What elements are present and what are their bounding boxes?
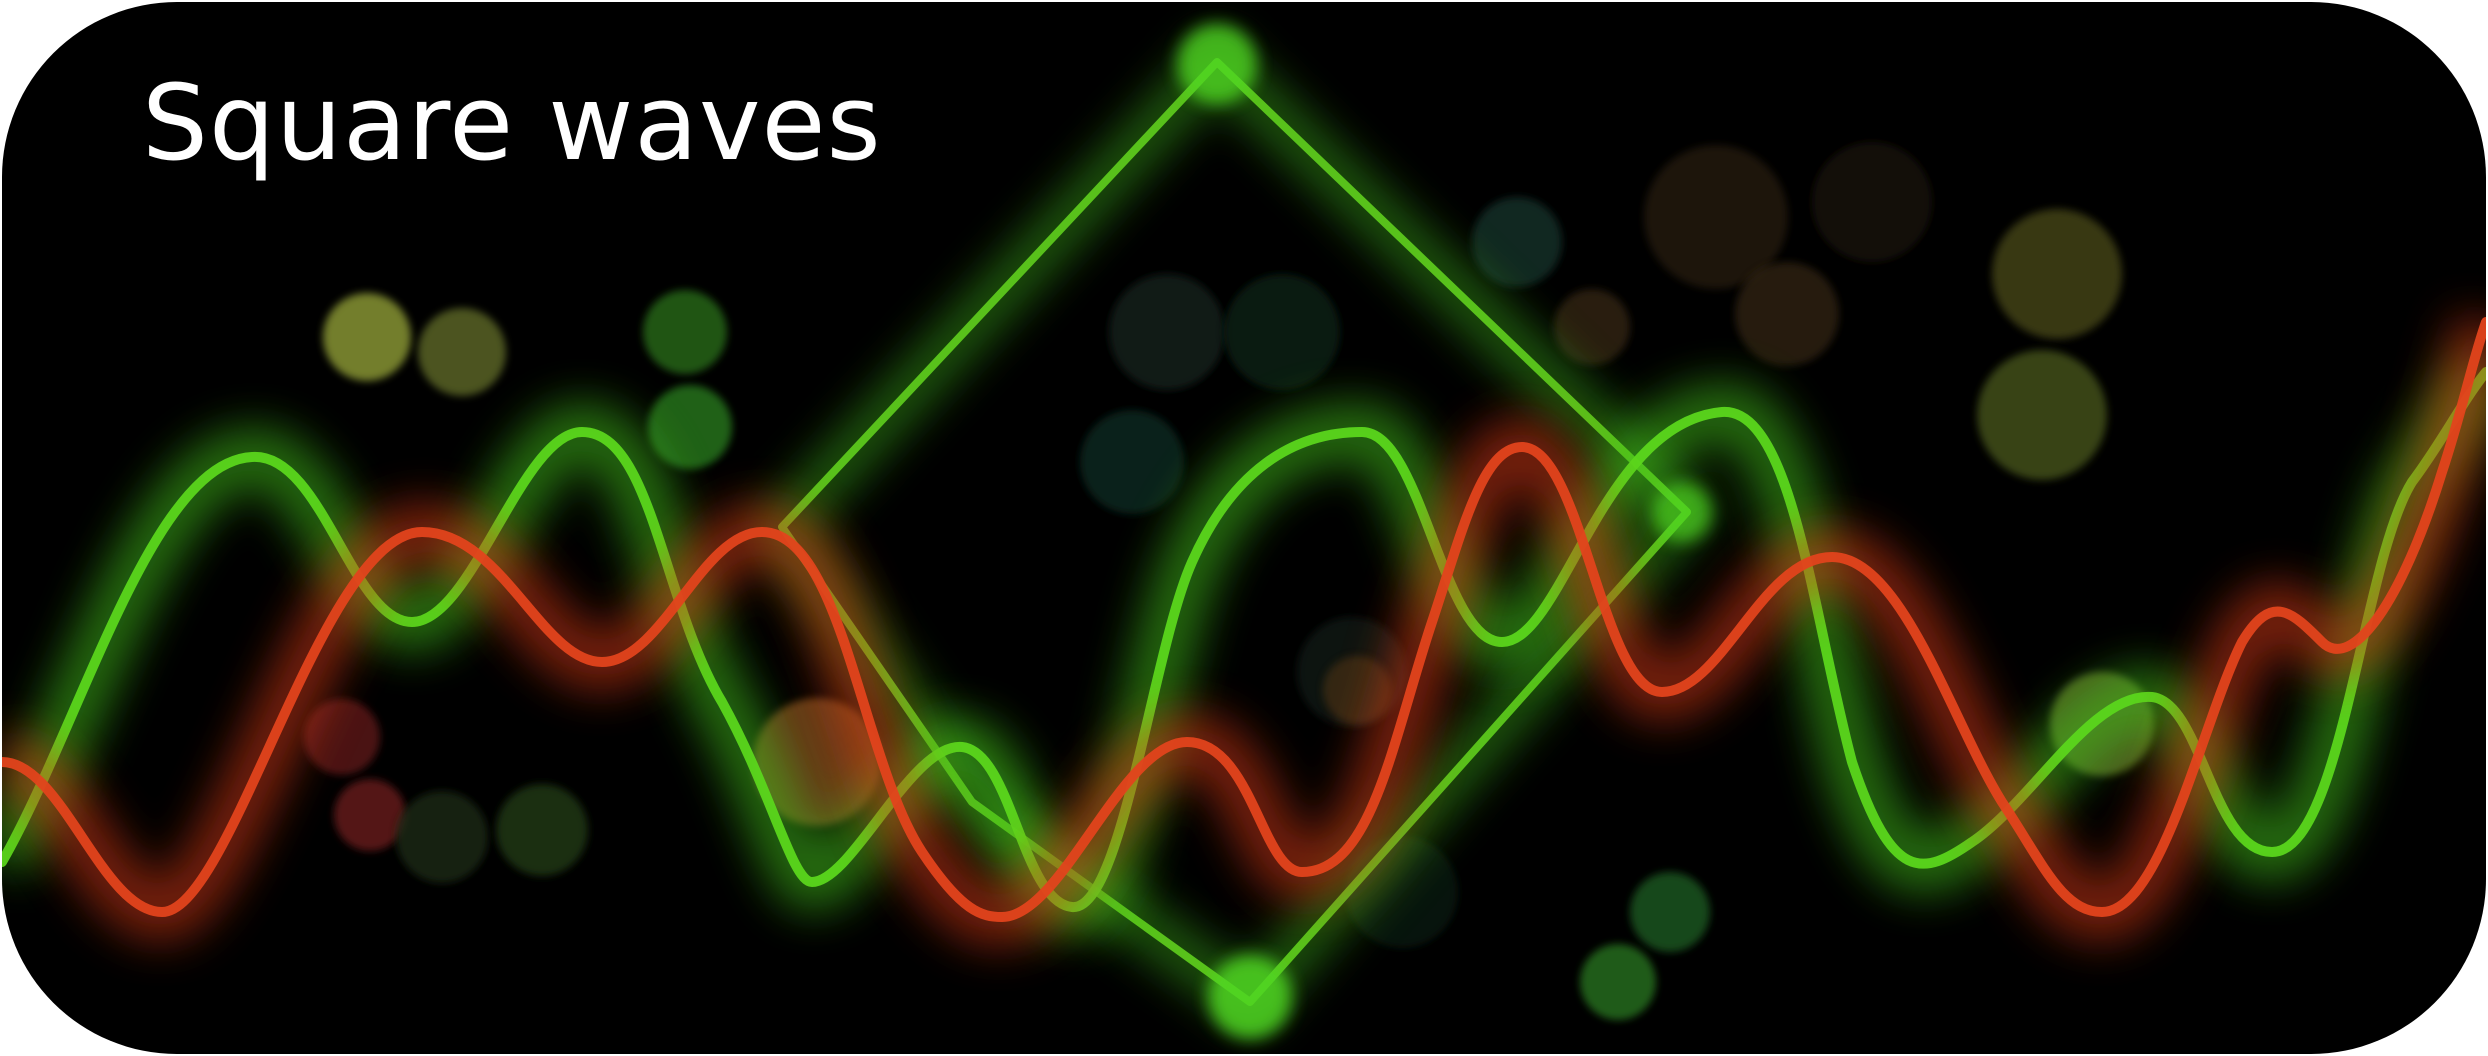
red-wave: [2, 312, 2486, 948]
page-title: Square waves: [142, 62, 882, 184]
green-wave: [2, 353, 2486, 937]
